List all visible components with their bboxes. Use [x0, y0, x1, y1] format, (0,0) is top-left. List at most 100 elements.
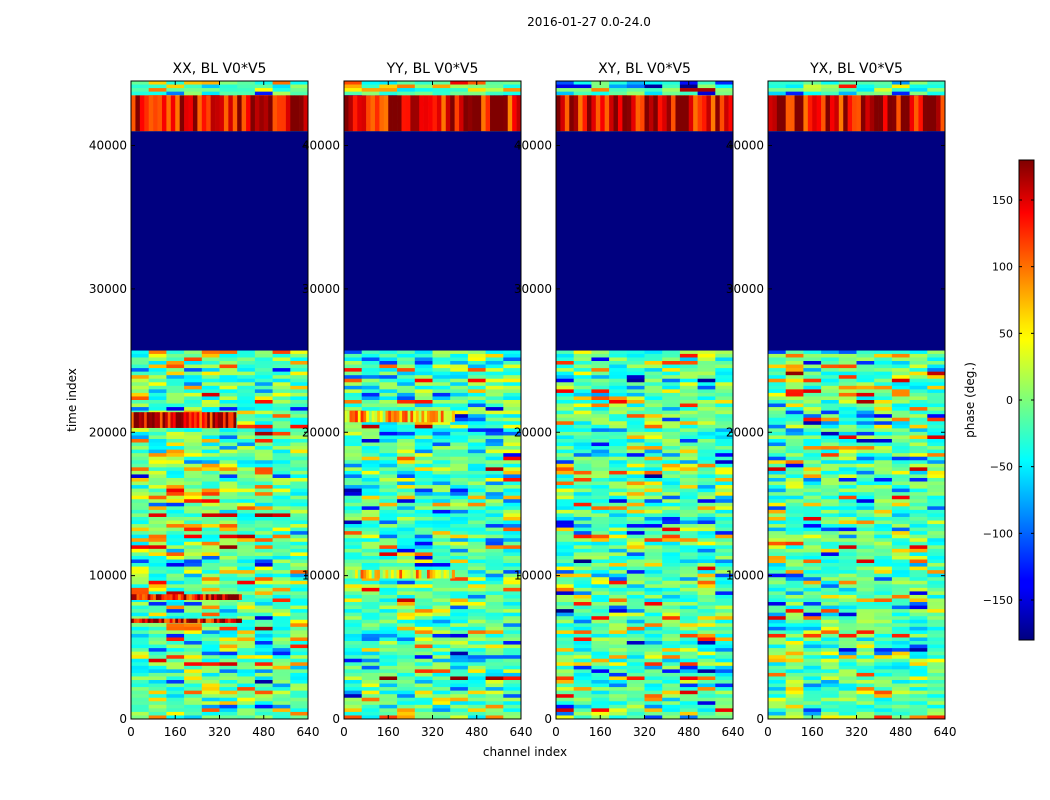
- heatmap-cell: [467, 400, 486, 404]
- heatmap-cell: [148, 350, 167, 355]
- heatmap-cell: [591, 435, 610, 440]
- heatmap-cell: [397, 524, 416, 528]
- heatmap-cell: [272, 442, 291, 447]
- heatmap-cell: [662, 403, 681, 408]
- heatmap-cell: [503, 378, 522, 383]
- heatmap-cell: [219, 534, 238, 539]
- heatmap-cell: [414, 630, 433, 635]
- warm-band-cell: [299, 95, 304, 132]
- heatmap-cell: [272, 506, 291, 511]
- heatmap-cell: [219, 616, 238, 621]
- heatmap-cell: [379, 460, 398, 465]
- warm-band-cell: [225, 594, 229, 600]
- heatmap-cell: [344, 477, 362, 482]
- warm-band-cell: [197, 594, 201, 600]
- heatmap-cell: [290, 580, 309, 585]
- heatmap-cell: [609, 442, 628, 447]
- heatmap-cell: [201, 566, 220, 571]
- heatmap-cell: [414, 382, 433, 387]
- warm-band-cell: [169, 594, 173, 600]
- warm-band-cell: [131, 618, 135, 623]
- heatmap-cell: [414, 88, 433, 92]
- heatmap-cell: [556, 378, 574, 383]
- heatmap-cell: [450, 545, 469, 550]
- heatmap-cell: [432, 392, 451, 397]
- heatmap-cell: [219, 350, 238, 355]
- heatmap-cell: [432, 509, 451, 514]
- heatmap-cell: [503, 449, 522, 454]
- heatmap-cell: [344, 350, 362, 355]
- heatmap-cell: [219, 609, 238, 613]
- heatmap-cell: [503, 502, 522, 507]
- warm-band-cell: [374, 95, 380, 132]
- heatmap-cell: [219, 91, 238, 96]
- heatmap-cell: [467, 456, 486, 461]
- warm-band-cell: [371, 410, 375, 423]
- heatmap-cell: [131, 602, 149, 606]
- heatmap-cell: [450, 361, 469, 365]
- heatmap-cell: [397, 548, 416, 553]
- heatmap-cell: [272, 516, 291, 521]
- heatmap-cell: [432, 555, 451, 560]
- heatmap-cell: [131, 644, 149, 649]
- heatmap-cell: [272, 88, 291, 92]
- warm-band-cell: [216, 594, 220, 600]
- heatmap-cell: [450, 672, 469, 677]
- heatmap-cell: [467, 446, 486, 450]
- heatmap-cell: [503, 591, 522, 596]
- heatmap-cell: [272, 609, 291, 613]
- heatmap-cell: [344, 481, 362, 486]
- heatmap-cell: [379, 563, 398, 567]
- heatmap-cell: [379, 704, 398, 709]
- heatmap-cell: [432, 474, 451, 479]
- warm-band-cell: [148, 95, 154, 132]
- heatmap-cell: [272, 84, 291, 89]
- heatmap-cell: [219, 644, 238, 649]
- heatmap-cell: [679, 91, 698, 96]
- heatmap-cell: [148, 463, 167, 468]
- heatmap-cell: [467, 708, 486, 713]
- heatmap-cell: [591, 407, 610, 411]
- heatmap-cell: [379, 516, 398, 521]
- heatmap-cell: [219, 392, 238, 397]
- heatmap-cell: [361, 396, 380, 401]
- heatmap-cell: [148, 495, 167, 500]
- heatmap-cell: [166, 545, 185, 550]
- heatmap-cell: [290, 651, 309, 656]
- heatmap-cell: [237, 361, 256, 365]
- heatmap-cell: [166, 438, 185, 443]
- heatmap-cell: [644, 364, 663, 369]
- heatmap-cell: [591, 350, 610, 355]
- heatmap-cell: [131, 357, 149, 362]
- heatmap-cell: [201, 573, 220, 578]
- heatmap-cell: [626, 396, 645, 401]
- heatmap-cell: [166, 612, 185, 617]
- heatmap-cell: [219, 463, 238, 468]
- heatmap-cell: [679, 378, 698, 383]
- heatmap-cell: [290, 602, 309, 606]
- warm-band-cell: [370, 95, 376, 132]
- heatmap-cell: [609, 396, 628, 401]
- warm-band-cell: [237, 95, 242, 132]
- heatmap-cell: [272, 378, 291, 383]
- heatmap-cell: [219, 378, 238, 383]
- heatmap-cell: [166, 580, 185, 585]
- heatmap-cell: [361, 594, 380, 599]
- heatmap-cell: [379, 580, 398, 585]
- warm-band-cell: [213, 618, 218, 623]
- heatmap-cell: [503, 534, 522, 539]
- heatmap-cell: [715, 357, 734, 362]
- heatmap-cell: [148, 633, 167, 638]
- heatmap-cell: [715, 438, 734, 443]
- heatmap-cell: [715, 424, 734, 429]
- heatmap-cell: [254, 545, 273, 550]
- warm-band-cell: [446, 410, 450, 423]
- heatmap-cell: [361, 463, 380, 468]
- heatmap-cell: [414, 538, 433, 543]
- heatmap-cell: [290, 623, 309, 628]
- heatmap-cell: [414, 84, 433, 89]
- heatmap-cell: [184, 577, 203, 582]
- heatmap-cell: [414, 488, 433, 493]
- heatmap-cell: [485, 364, 504, 369]
- heatmap-cell: [166, 626, 185, 631]
